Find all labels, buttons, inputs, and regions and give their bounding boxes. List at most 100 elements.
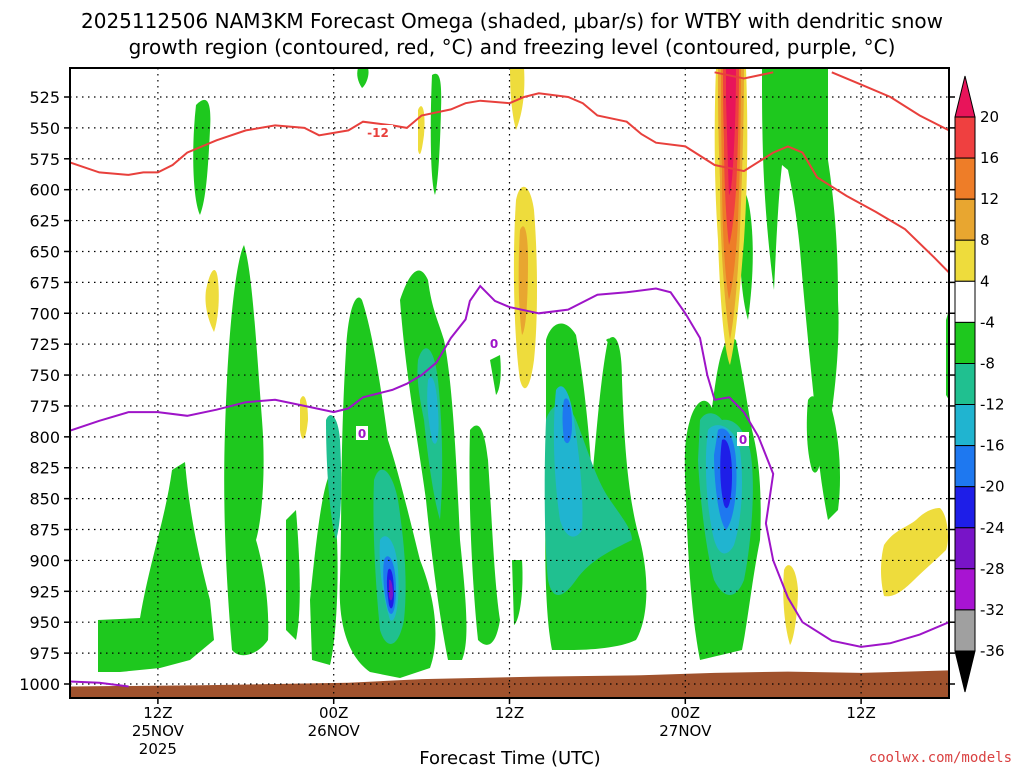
y-tick-label: 575 [29, 150, 60, 169]
colorbar-band [954, 363, 976, 406]
colorbar-label: 4 [980, 272, 990, 290]
omega-region-yellow [783, 565, 798, 645]
omega-region-magenta [726, 68, 736, 195]
x-axis-label: Forecast Time (UTC) [419, 748, 600, 768]
y-tick-label: 1000 [19, 675, 60, 694]
y-tick-label: 950 [29, 613, 60, 632]
colorbar-label: -20 [980, 478, 1005, 496]
colorbar-label: 16 [980, 149, 999, 167]
omega-region-yellow [881, 508, 948, 597]
y-tick-label: 725 [29, 335, 60, 354]
omega-gold-regions [518, 68, 744, 340]
y-tick-label: 675 [29, 273, 60, 292]
colorbar-label: -28 [980, 560, 1005, 578]
colorbar-label: -36 [980, 642, 1005, 660]
omega-purple-regions [389, 579, 393, 601]
contours [70, 71, 949, 688]
colorbar-label: -16 [980, 437, 1005, 455]
omega-region-green [193, 99, 211, 215]
x-tick-label: 12Z [495, 704, 524, 722]
colorbar-band [954, 486, 976, 529]
dgz-contour-right [831, 71, 949, 132]
chart-title-line2: growth region (contoured, red, °C) and f… [129, 35, 896, 59]
colorbar-band [954, 280, 976, 323]
colorbar-label: -32 [980, 601, 1005, 619]
colorbar-label: -24 [980, 519, 1005, 537]
omega-region-blue [562, 398, 572, 444]
colorbar-label: 8 [980, 231, 990, 249]
x-tick-label: 25NOV [132, 722, 185, 740]
colorbar-band [954, 404, 976, 447]
colorbar-band [954, 116, 976, 159]
x-tick-label: 00Z [319, 704, 348, 722]
x-tick-label: 2025 [139, 740, 177, 758]
omega-region-green [469, 425, 500, 645]
dgz-contour-top [714, 71, 774, 80]
omega-shading [98, 68, 949, 678]
omega-region-yellow [300, 396, 308, 439]
x-tick-label: 26NOV [308, 722, 361, 740]
x-tick-label: 27NOV [659, 722, 712, 740]
omega-region-green [286, 510, 300, 640]
colorbar: 20 16 12 8 4 -4 -8 -12 -16 -20 -24 -28 -32 -36 [954, 75, 1005, 693]
omega-region-yellow [418, 106, 425, 155]
freezing-label-bg-2 [356, 426, 368, 440]
y-tick-label: 975 [29, 644, 60, 663]
colorbar-band [954, 239, 976, 282]
chart-title-line1: 2025112506 NAM3KM Forecast Omega (shaded… [81, 9, 943, 33]
freezing-contour-label-2: 0 [358, 427, 366, 441]
colorbar-label: -12 [980, 396, 1005, 414]
omega-region-green [512, 560, 523, 625]
terrain-fill [70, 670, 949, 698]
x-tick-label: 12Z [846, 704, 875, 722]
y-tick-label: 700 [29, 304, 60, 323]
x-tick-label: 00Z [671, 704, 700, 722]
y-tick-label: 925 [29, 582, 60, 601]
credit-text: coolwx.com/models [869, 750, 1012, 766]
colorbar-band [954, 568, 976, 611]
colorbar-top-triangle [954, 75, 976, 118]
freezing-label-bg-1 [488, 336, 500, 350]
omega-region-purple [389, 579, 393, 601]
colorbar-label: -8 [980, 355, 995, 373]
dgz-label-bg [363, 125, 393, 139]
y-tick-label: 600 [29, 181, 60, 200]
freezing-label-bg-3 [737, 432, 749, 446]
omega-region-green [762, 68, 840, 520]
omega-region-darkblue [720, 439, 732, 509]
y-tick-label: 775 [29, 397, 60, 416]
colorbar-band [954, 445, 976, 488]
y-tick-label: 800 [29, 428, 60, 447]
y-tick-label: 650 [29, 242, 60, 261]
freezing-contour-label-3: 0 [739, 433, 747, 447]
colorbar-label: -4 [980, 313, 995, 331]
omega-region-yellow [205, 269, 219, 332]
y-tick-label: 525 [29, 88, 60, 107]
colorbar-bottom-triangle [954, 650, 976, 693]
omega-region-green [98, 462, 214, 672]
y-tick-label: 875 [29, 521, 60, 540]
y-tick-label: 625 [29, 212, 60, 231]
omega-region-green [490, 355, 501, 395]
dgz-contour-label: -12 [367, 126, 389, 140]
y-tick-label: 750 [29, 366, 60, 385]
colorbar-band [954, 198, 976, 241]
omega-region-green [357, 68, 369, 88]
omega-magenta-regions [726, 68, 736, 195]
colorbar-label: 12 [980, 190, 999, 208]
colorbar-band [954, 321, 976, 364]
x-tick-label: 12Z [143, 704, 172, 722]
colorbar-band [954, 609, 976, 652]
freezing-level-line [70, 284, 949, 648]
y-tick-label: 900 [29, 551, 60, 570]
omega-region-teal [326, 415, 342, 540]
omega-region-green [806, 396, 823, 473]
y-tick-label: 825 [29, 459, 60, 478]
colorbar-band [954, 157, 976, 200]
omega-region-green [310, 470, 338, 665]
dgz-contour-line [70, 92, 949, 274]
omega-region-green [224, 245, 269, 656]
y-tick-label: 550 [29, 119, 60, 138]
